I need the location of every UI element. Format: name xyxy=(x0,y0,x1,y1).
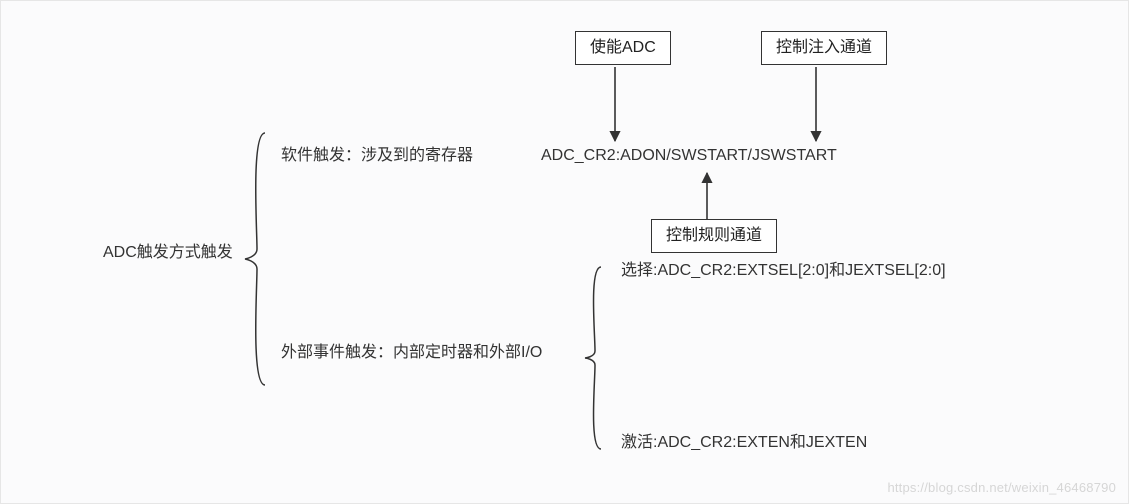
register-line-text: ADC_CR2:ADON/SWSTART/JSWSTART xyxy=(541,146,837,166)
brace-root xyxy=(243,129,269,389)
external-select-line: 选择:ADC_CR2:EXTSEL[2:0]和JEXTSEL[2:0] xyxy=(621,261,946,281)
external-activate-line: 激活:ADC_CR2:EXTEN和JEXTEN xyxy=(621,433,867,453)
branch-software-label: 软件触发：涉及到的寄存器 xyxy=(281,146,473,166)
box-enable-adc: 使能ADC xyxy=(575,31,671,65)
diagram-canvas: ADC触发方式触发 软件触发：涉及到的寄存器 ADC_CR2:ADON/SWST… xyxy=(0,0,1129,504)
branch-external-label: 外部事件触发：内部定时器和外部I/O xyxy=(281,343,542,363)
box-inject-channel: 控制注入通道 xyxy=(761,31,887,65)
brace-external xyxy=(583,263,605,453)
watermark-text: https://blog.csdn.net/weixin_46468790 xyxy=(887,480,1116,495)
root-label: ADC触发方式触发 xyxy=(103,243,233,263)
box-rule-channel: 控制规则通道 xyxy=(651,219,777,253)
